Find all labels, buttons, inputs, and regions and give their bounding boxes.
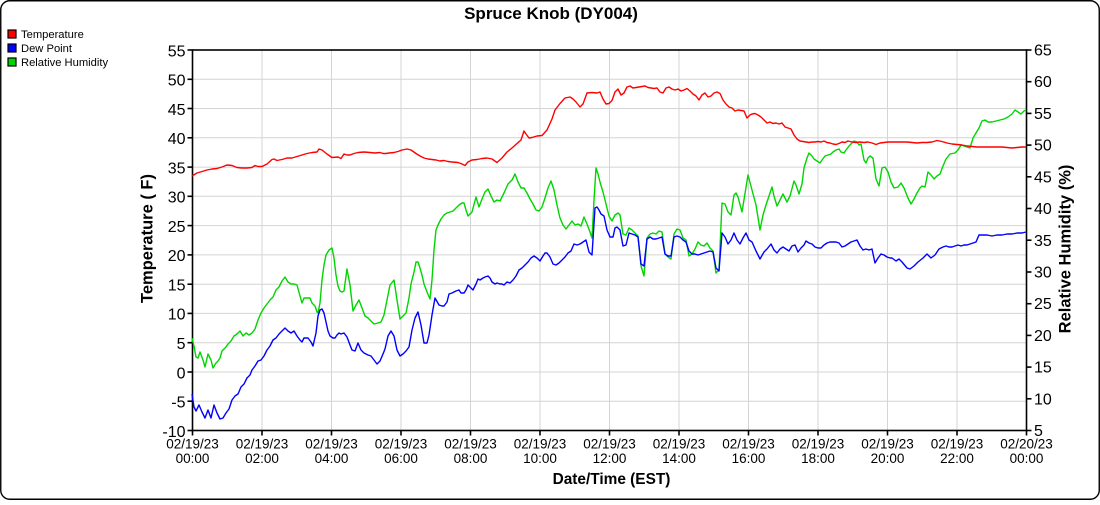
- svg-text:14:00: 14:00: [662, 451, 696, 466]
- svg-text:45: 45: [1034, 169, 1052, 186]
- svg-text:65: 65: [1034, 43, 1052, 60]
- svg-text:10: 10: [168, 307, 186, 324]
- svg-text:20: 20: [168, 248, 186, 265]
- svg-text:Relative Humidity (%): Relative Humidity (%): [1056, 165, 1074, 334]
- svg-text:02/19/23: 02/19/23: [166, 437, 219, 452]
- svg-text:0: 0: [177, 365, 186, 382]
- svg-text:02/19/23: 02/19/23: [375, 437, 428, 452]
- svg-text:Temperature: Temperature: [21, 29, 84, 41]
- svg-text:10:00: 10:00: [523, 451, 557, 466]
- svg-text:04:00: 04:00: [315, 451, 349, 466]
- svg-text:02/19/23: 02/19/23: [931, 437, 984, 452]
- svg-text:Dew Point: Dew Point: [21, 43, 73, 55]
- svg-text:60: 60: [1034, 74, 1052, 91]
- svg-text:15: 15: [168, 278, 186, 295]
- svg-text:Temperature ( F): Temperature ( F): [138, 174, 156, 303]
- svg-text:Spruce Knob (DY004): Spruce Knob (DY004): [464, 4, 638, 23]
- svg-text:40: 40: [168, 131, 186, 148]
- svg-text:12:00: 12:00: [593, 451, 627, 466]
- svg-text:02/19/23: 02/19/23: [444, 437, 497, 452]
- svg-text:10: 10: [1034, 391, 1052, 408]
- svg-text:02/19/23: 02/19/23: [722, 437, 775, 452]
- svg-text:00:00: 00:00: [176, 451, 210, 466]
- svg-text:50: 50: [1034, 138, 1052, 155]
- svg-text:22:00: 22:00: [940, 451, 974, 466]
- svg-text:Relative Humidity: Relative Humidity: [21, 57, 108, 69]
- svg-text:-5: -5: [171, 395, 185, 412]
- svg-text:-10: -10: [162, 424, 185, 441]
- svg-text:45: 45: [168, 102, 186, 119]
- svg-text:16:00: 16:00: [732, 451, 766, 466]
- svg-text:25: 25: [1034, 296, 1052, 313]
- svg-text:55: 55: [1034, 106, 1052, 123]
- svg-text:02/20/23: 02/20/23: [1000, 437, 1053, 452]
- svg-text:02/19/23: 02/19/23: [583, 437, 636, 452]
- svg-text:06:00: 06:00: [384, 451, 418, 466]
- svg-text:08:00: 08:00: [454, 451, 488, 466]
- svg-text:02/19/23: 02/19/23: [514, 437, 567, 452]
- svg-text:5: 5: [1034, 423, 1043, 440]
- svg-text:20: 20: [1034, 328, 1052, 345]
- svg-text:25: 25: [168, 219, 186, 236]
- svg-text:30: 30: [1034, 265, 1052, 282]
- svg-text:02/19/23: 02/19/23: [236, 437, 289, 452]
- svg-text:55: 55: [168, 43, 186, 60]
- svg-text:20:00: 20:00: [871, 451, 905, 466]
- svg-text:02/19/23: 02/19/23: [653, 437, 706, 452]
- svg-text:5: 5: [177, 336, 186, 353]
- svg-text:50: 50: [168, 73, 186, 90]
- svg-text:30: 30: [168, 190, 186, 207]
- svg-text:35: 35: [1034, 233, 1052, 250]
- svg-text:40: 40: [1034, 201, 1052, 218]
- svg-text:35: 35: [168, 160, 186, 177]
- svg-text:02:00: 02:00: [245, 451, 279, 466]
- svg-text:18:00: 18:00: [801, 451, 835, 466]
- svg-text:02/19/23: 02/19/23: [792, 437, 845, 452]
- svg-text:Date/Time (EST): Date/Time (EST): [553, 471, 671, 488]
- svg-text:02/19/23: 02/19/23: [861, 437, 914, 452]
- svg-text:00:00: 00:00: [1010, 451, 1044, 466]
- svg-text:02/19/23: 02/19/23: [305, 437, 358, 452]
- svg-text:15: 15: [1034, 360, 1052, 377]
